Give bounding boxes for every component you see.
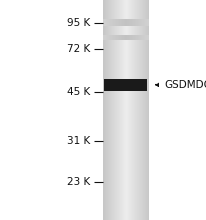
- Text: 31 K: 31 K: [67, 136, 91, 146]
- Bar: [104, 79, 147, 91]
- Text: 23 K: 23 K: [67, 176, 91, 187]
- Text: GSDMDC1: GSDMDC1: [165, 80, 206, 90]
- Text: 45 K: 45 K: [67, 87, 91, 97]
- Text: 72 K: 72 K: [67, 44, 91, 55]
- Text: 95 K: 95 K: [67, 18, 91, 28]
